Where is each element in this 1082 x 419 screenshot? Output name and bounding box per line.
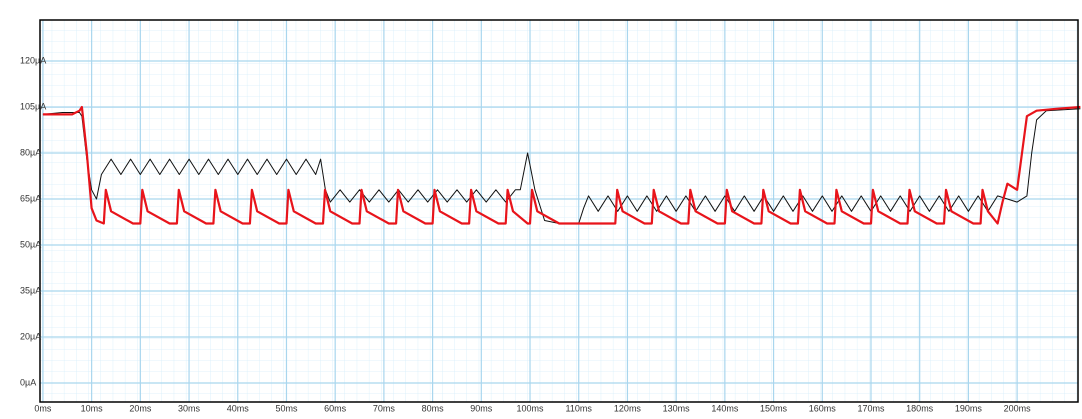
x-tick-label: 170ms	[857, 403, 885, 413]
x-tick-label: 40ms	[227, 403, 250, 413]
x-tick-label: 120ms	[614, 403, 642, 413]
x-tick-label: 90ms	[470, 403, 493, 413]
x-tick-label: 60ms	[324, 403, 347, 413]
x-tick-label: 100ms	[517, 403, 545, 413]
y-tick-label: 105µA	[20, 101, 46, 111]
x-tick-label: 150ms	[760, 403, 788, 413]
series-line	[42, 105, 1081, 225]
x-tick-label: 50ms	[275, 403, 298, 413]
x-tick-label: 80ms	[422, 403, 445, 413]
x-tick-label: 200ms	[1004, 403, 1032, 413]
x-tick-label: 0ms	[34, 403, 52, 413]
x-tick-label: 70ms	[373, 403, 396, 413]
x-tick-label: 130ms	[663, 403, 691, 413]
x-tick-label: 30ms	[178, 403, 201, 413]
y-tick-label: 35µA	[20, 285, 41, 295]
y-tick-label: 50µA	[20, 239, 41, 249]
x-tick-label: 180ms	[906, 403, 934, 413]
y-tick-label: 65µA	[20, 193, 41, 203]
plot-frame	[39, 19, 1079, 403]
y-tick-label: 20µA	[20, 331, 41, 341]
y-tick-label: 120µA	[20, 55, 46, 65]
y-tick-label: 0µA	[20, 377, 36, 387]
x-tick-label: 20ms	[129, 403, 152, 413]
x-tick-label: 10ms	[81, 403, 104, 413]
x-tick-label: 110ms	[566, 403, 593, 413]
x-tick-label: 160ms	[809, 403, 837, 413]
series-line	[42, 108, 1081, 224]
minor-grid	[40, 20, 1078, 402]
x-tick-label: 140ms	[711, 403, 739, 413]
y-tick-label: 80µA	[20, 147, 41, 157]
x-tick-label: 190ms	[955, 403, 983, 413]
plot	[42, 105, 1081, 225]
